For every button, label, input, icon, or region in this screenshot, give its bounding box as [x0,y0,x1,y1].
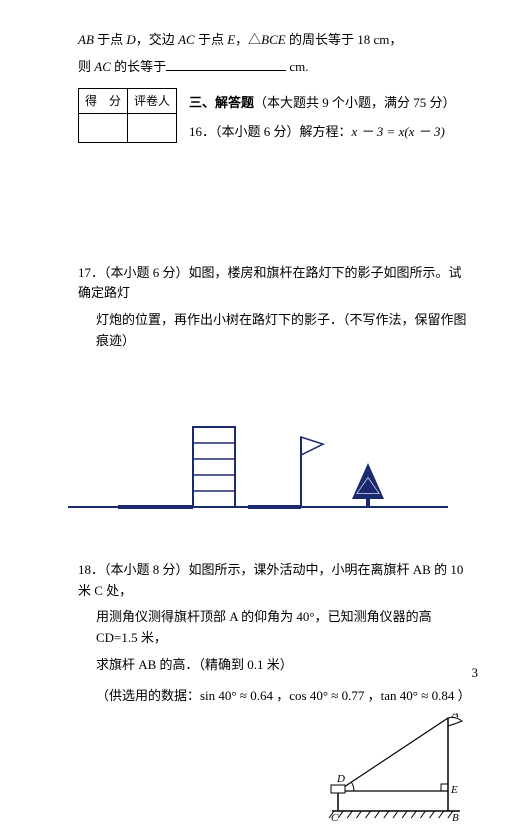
score-cell [79,113,128,142]
fill-blank [166,57,286,71]
text: 于点 [195,32,228,47]
text: cm. [286,59,308,74]
question-17: 17．（本小题 6 分）如图，楼房和旗杆在路灯下的影子如图所示。试确定路灯 灯炮… [78,263,472,532]
intro-line-2: 则 AC 的长等于 cm. [78,57,472,78]
q-number: 17． [78,265,104,280]
q17-diagram [58,412,458,532]
text: BCE [261,32,286,47]
q-number: 16． [189,124,215,139]
q18-diagram: A B C D E [318,713,478,828]
text: 于点 [97,32,126,47]
q-text: （本小题 6 分）如图，楼房和旗杆在路灯下的影子如图所示。试确定路灯 [78,265,462,301]
text: AC [94,59,111,74]
text: ，△ [235,32,261,47]
score-table: 得 分 评卷人 [78,88,177,143]
q-number: 18． [78,562,104,577]
text: E [227,32,235,47]
svg-text:E: E [450,784,458,796]
score-header-grader: 评卷人 [128,88,177,113]
text: 的周长等于 18 cm， [286,32,403,47]
q-text-line3: 求旗杆 AB 的高．（精确到 0.1 米） [96,655,472,676]
svg-text:A: A [451,713,459,720]
text: ，交边 [136,32,178,47]
text: 则 [78,59,94,74]
q-text-line2: 用测角仪测得旗杆顶部 A 的仰角为 40°，已知测角仪器的高 CD=1.5 米， [96,607,472,649]
text: AB [78,32,97,47]
page-number: 3 [472,665,479,681]
q-text: （本小题 8 分）如图所示，课外活动中，小明在离旗杆 AB 的 10 米 C 处… [78,562,463,598]
q-text: （本小题 6 分）解方程： [215,124,352,139]
svg-text:D: D [336,773,345,785]
question-18: 18．（本小题 8 分）如图所示，课外活动中，小明在离旗杆 AB 的 10 米 … [78,560,472,828]
score-header-score: 得 分 [79,88,128,113]
text: 的长等于 [111,59,166,74]
section-3-header: 得 分 评卷人 三、解答题（本大题共 9 个小题，满分 75 分） 16．（本小… [78,88,472,143]
grader-cell [128,113,177,142]
svg-text:B: B [452,812,459,824]
text: AC [178,32,195,47]
q-data-line: （供选用的数据：sin 40° ≈ 0.64 ，cos 40° ≈ 0.77 ，… [96,686,472,707]
text: D [126,32,135,47]
q-text-line2: 灯炮的位置，再作出小树在路灯下的影子．（不写作法，保留作图痕迹） [96,310,472,352]
intro-line-1: AB 于点 D，交边 AC 于点 E，△BCE 的周长等于 18 cm， [78,30,472,51]
section-desc: （本大题共 9 个小题，满分 75 分） [254,95,456,110]
section-title: 三、解答题 [189,95,254,110]
q-equation: x － 3 = x(x － 3) [352,124,445,139]
svg-text:C: C [331,812,339,824]
